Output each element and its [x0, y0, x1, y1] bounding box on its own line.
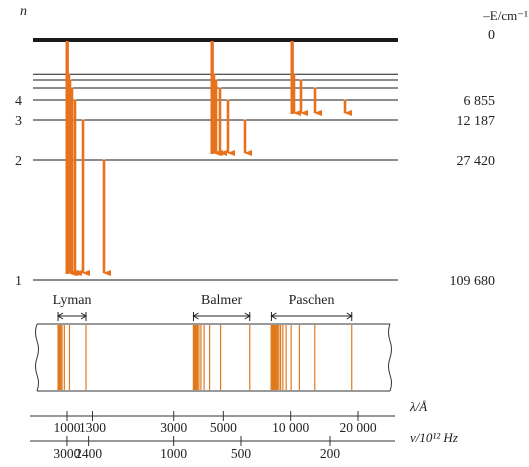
spectrum-box — [35, 323, 392, 392]
wavelength-scale: λ/Å — [30, 399, 427, 417]
level-n-label: 3 — [15, 114, 22, 129]
wavelength-tick-label: 10 000 — [272, 420, 309, 435]
wavelength-scale-label: λ/Å — [409, 399, 427, 414]
n-axis-label: n — [20, 4, 27, 19]
level-energy-label: 12 187 — [457, 114, 496, 129]
transition-arrows — [65, 41, 352, 276]
series-brackets: Lyman Balmer Paschen — [53, 293, 353, 321]
frequency-scale-label: ν/10¹² Hz — [410, 430, 458, 445]
frequency-tick-label: 200 — [320, 446, 341, 461]
energy-level-labels: 1 109 680 2 27 420 3 12 187 4 6 855 0 — [15, 28, 495, 289]
frequency-scale: ν/10¹² Hz — [30, 430, 458, 445]
level-energy-label: 109 680 — [450, 274, 496, 289]
series-label-paschen: Paschen — [289, 293, 335, 308]
level-n-label: 1 — [15, 274, 22, 289]
wavelength-tick-label: 1000 — [54, 420, 81, 435]
energy-level-lines — [33, 38, 398, 281]
level-n-label: 2 — [15, 154, 22, 169]
wavelength-tick-label: 1300 — [79, 420, 106, 435]
spectrum-left-break — [35, 323, 39, 392]
energy-axis-label: –E/cm⁻¹ — [482, 8, 528, 23]
frequency-tick-label: 3000 — [53, 446, 80, 461]
spectrum-right-break — [388, 323, 392, 392]
spectrum-lines — [57, 325, 353, 390]
level-energy-label: 6 855 — [464, 94, 496, 109]
wavelength-tick-label: 20 000 — [339, 420, 376, 435]
wavelength-tick-label: 5000 — [210, 420, 237, 435]
level-n-label: 4 — [15, 94, 22, 109]
series-label-lyman: Lyman — [53, 293, 92, 308]
level-energy-label: 27 420 — [457, 154, 496, 169]
level-energy-label: 0 — [488, 28, 495, 43]
frequency-tick-label: 2400 — [75, 446, 102, 461]
wavelength-tick-label: 3000 — [160, 420, 187, 435]
frequency-tick-label: 500 — [231, 446, 252, 461]
frequency-tick-label: 1000 — [160, 446, 187, 461]
series-label-balmer: Balmer — [201, 293, 243, 308]
